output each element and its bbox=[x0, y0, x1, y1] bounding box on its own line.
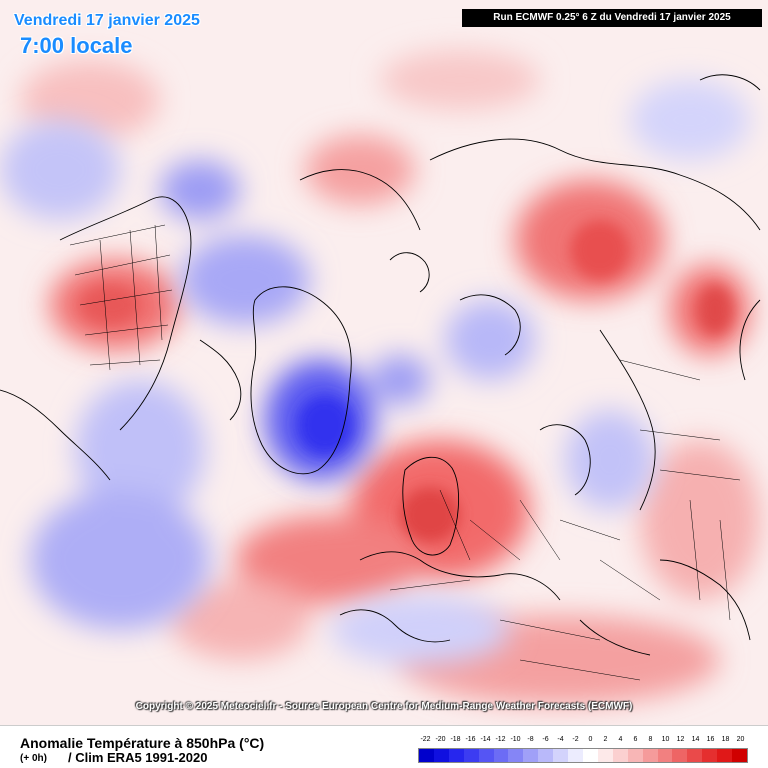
scale-swatch bbox=[538, 749, 553, 762]
color-scale: -22 -20 -18 -16 -14 -12 -10 -8 -6 -4 -2 0 2 4 6 8 10 12 14… bbox=[418, 736, 748, 768]
scale-tick-label: 10 bbox=[662, 736, 670, 743]
scale-swatch bbox=[717, 749, 732, 762]
scale-swatch bbox=[419, 749, 434, 762]
scale-swatch bbox=[658, 749, 673, 762]
scale-tick-label: 6 bbox=[634, 736, 638, 743]
legend-footer: Anomalie Température à 850hPa (°C) (+ 0h… bbox=[0, 725, 768, 768]
scale-swatch bbox=[732, 749, 747, 762]
scale-tick-label: 4 bbox=[619, 736, 623, 743]
scale-swatch bbox=[628, 749, 643, 762]
scale-swatch bbox=[687, 749, 702, 762]
scale-swatch bbox=[479, 749, 494, 762]
copyright-notice: Copyright © 2025 Meteociel.fr - Source E… bbox=[0, 701, 768, 712]
scale-swatch bbox=[583, 749, 598, 762]
scale-tick-label: 20 bbox=[737, 736, 745, 743]
scale-tick-label: 16 bbox=[707, 736, 715, 743]
scale-swatch bbox=[523, 749, 538, 762]
scale-swatch bbox=[553, 749, 568, 762]
scale-swatch bbox=[449, 749, 464, 762]
scale-swatch bbox=[464, 749, 479, 762]
valid-time-title: 7:00 locale bbox=[20, 33, 133, 59]
scale-swatch bbox=[598, 749, 613, 762]
scale-tick-label: 0 bbox=[589, 736, 593, 743]
anomaly-map: Vendredi 17 janvier 2025 7:00 locale Run… bbox=[0, 0, 768, 725]
lead-time-label: (+ 0h) bbox=[20, 753, 47, 764]
scale-swatch bbox=[643, 749, 658, 762]
scale-tick-label: -10 bbox=[510, 736, 520, 743]
color-scale-labels: -22 -20 -18 -16 -14 -12 -10 -8 -6 -4 -2 0 2 4 6 8 10 12 14… bbox=[418, 736, 748, 747]
scale-swatch bbox=[494, 749, 509, 762]
scale-swatch bbox=[568, 749, 583, 762]
run-info-banner: Run ECMWF 0.25° 6 Z du Vendredi 17 janvi… bbox=[462, 9, 762, 27]
scale-tick-label: 18 bbox=[722, 736, 730, 743]
climatology-label: / Clim ERA5 1991-2020 bbox=[68, 750, 207, 765]
scale-tick-label: -22 bbox=[420, 736, 430, 743]
scale-tick-label: -14 bbox=[480, 736, 490, 743]
scale-tick-label: -20 bbox=[435, 736, 445, 743]
scale-tick-label: 14 bbox=[692, 736, 700, 743]
valid-date-title: Vendredi 17 janvier 2025 bbox=[14, 12, 200, 30]
scale-tick-label: 12 bbox=[677, 736, 685, 743]
product-title: Anomalie Température à 850hPa (°C) bbox=[20, 735, 264, 751]
scale-tick-label: -2 bbox=[572, 736, 578, 743]
scale-swatch bbox=[702, 749, 717, 762]
scale-swatch bbox=[672, 749, 687, 762]
scale-tick-label: -6 bbox=[542, 736, 548, 743]
scale-swatch bbox=[613, 749, 628, 762]
map-canvas bbox=[0, 0, 768, 725]
scale-tick-label: -18 bbox=[450, 736, 460, 743]
color-scale-bar bbox=[418, 748, 748, 763]
scale-swatch bbox=[508, 749, 523, 762]
scale-tick-label: 2 bbox=[604, 736, 608, 743]
scale-tick-label: -4 bbox=[557, 736, 563, 743]
scale-swatch bbox=[434, 749, 449, 762]
scale-tick-label: -8 bbox=[527, 736, 533, 743]
scale-tick-label: -12 bbox=[495, 736, 505, 743]
scale-tick-label: 8 bbox=[649, 736, 653, 743]
scale-tick-label: -16 bbox=[465, 736, 475, 743]
